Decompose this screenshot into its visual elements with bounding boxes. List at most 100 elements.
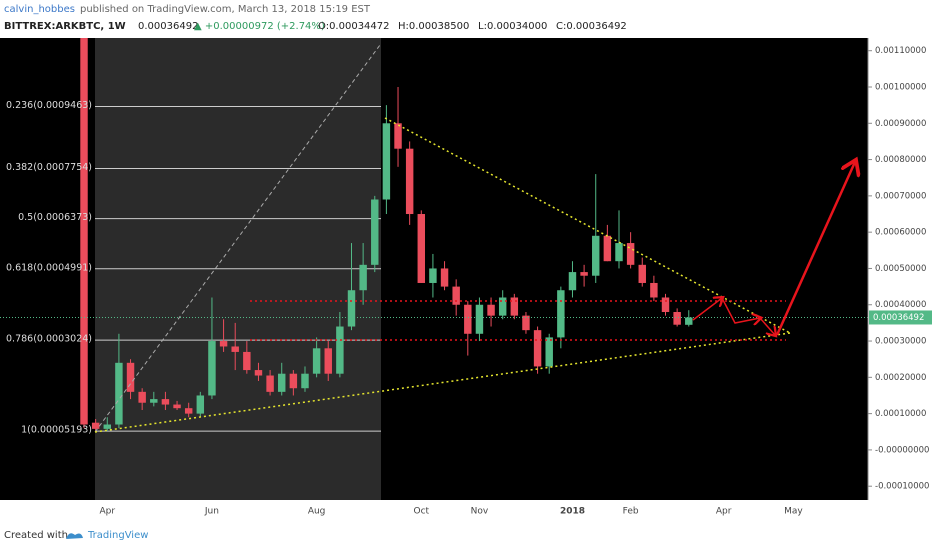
candle-body bbox=[196, 395, 205, 414]
candle-body bbox=[464, 304, 472, 334]
x-tick-label: May bbox=[784, 507, 803, 517]
fib-label: 0.382(0.0007754) bbox=[6, 162, 92, 173]
change: ▲ +0.00000972 (+2.74%) bbox=[194, 21, 325, 32]
candle-body bbox=[359, 264, 367, 291]
candle-body bbox=[301, 373, 309, 389]
y-tick-label: 0.00060000 bbox=[875, 228, 926, 238]
candle-body bbox=[219, 341, 228, 347]
candle-body bbox=[184, 408, 193, 414]
candle-body bbox=[475, 304, 484, 334]
x-tick-label: Jun bbox=[204, 507, 219, 517]
candle-body bbox=[138, 391, 146, 403]
ohlc-close: C:0.00036492 bbox=[556, 21, 627, 32]
author: calvin_hobbes bbox=[4, 4, 75, 15]
symbol: BITTREX:ARKBTC, 1W bbox=[4, 21, 126, 32]
candle-body bbox=[231, 346, 239, 352]
published: published on TradingView.com, March 13, … bbox=[80, 4, 371, 15]
candle-body bbox=[289, 373, 298, 389]
candle-body bbox=[615, 243, 623, 262]
candle-body bbox=[429, 268, 437, 283]
candle-body bbox=[592, 235, 600, 276]
candle-body bbox=[452, 286, 460, 305]
x-tick-label: Apr bbox=[99, 507, 115, 517]
candle-body bbox=[278, 373, 286, 392]
last-price-label: 0.00036492 bbox=[873, 313, 924, 323]
x-tick-label: Nov bbox=[471, 507, 489, 517]
support-line bbox=[94, 332, 791, 433]
candle-body bbox=[347, 290, 356, 327]
fib-trend bbox=[94, 44, 381, 433]
ohlc-low: L:0.00034000 bbox=[478, 21, 547, 32]
candle-body bbox=[126, 362, 135, 392]
candle-body bbox=[324, 348, 332, 374]
candle-body bbox=[498, 297, 507, 316]
arrow bbox=[775, 162, 855, 336]
footer-brand: TradingView bbox=[87, 530, 148, 541]
candle-body bbox=[336, 326, 344, 374]
fib-label: 0.786(0.0003024) bbox=[6, 334, 92, 345]
candle-body bbox=[545, 337, 553, 367]
y-tick-label: 0.00080000 bbox=[875, 155, 926, 165]
fib-label: 0.236(0.0009463) bbox=[6, 100, 92, 111]
candle-body bbox=[533, 330, 542, 367]
resistance-line bbox=[384, 117, 791, 334]
candle-body bbox=[417, 214, 426, 283]
candle-body bbox=[638, 264, 646, 283]
candle-body bbox=[568, 272, 577, 291]
y-tick-label: 0.00030000 bbox=[875, 337, 926, 347]
candle-body bbox=[312, 348, 321, 374]
arrow bbox=[721, 297, 760, 323]
candle-body bbox=[510, 297, 519, 316]
fib-label: 0.618(0.0004991) bbox=[6, 262, 92, 273]
last-price: 0.00036492 bbox=[138, 21, 198, 32]
candle-body bbox=[208, 341, 216, 396]
y-tick-label: 0.00100000 bbox=[875, 82, 926, 92]
y-tick-label: 0.00020000 bbox=[875, 373, 926, 383]
fib-label: 0.5(0.0006373) bbox=[18, 212, 92, 223]
candle-body bbox=[266, 375, 274, 392]
y-tick-label: 0.00010000 bbox=[875, 409, 926, 419]
y-tick-label: -0.00000000 bbox=[875, 445, 929, 455]
plot bbox=[0, 38, 868, 432]
x-tick-label: 2018 bbox=[560, 507, 585, 517]
footer-created: Created with bbox=[4, 530, 68, 541]
y-tick-label: 0.00110000 bbox=[875, 46, 926, 56]
logo bbox=[66, 533, 83, 539]
candle-body bbox=[103, 424, 111, 429]
candle-body bbox=[522, 315, 530, 331]
candle-body bbox=[254, 370, 263, 376]
y-tick-label: 0.00070000 bbox=[875, 191, 926, 201]
x-tick-label: Apr bbox=[716, 507, 732, 517]
y-axis-panel bbox=[868, 0, 932, 512]
candle-body bbox=[173, 404, 181, 409]
arrow bbox=[759, 317, 775, 335]
candle-body bbox=[115, 362, 123, 425]
footer: Created with TradingView bbox=[4, 530, 148, 541]
candle-body bbox=[650, 282, 658, 298]
x-tick-label: Oct bbox=[414, 507, 430, 517]
y-tick-label: 0.00040000 bbox=[875, 300, 926, 310]
drawings bbox=[94, 44, 855, 433]
candle-body bbox=[371, 199, 379, 265]
candle-body bbox=[161, 399, 170, 405]
ohlc-high: H:0.00038500 bbox=[398, 21, 469, 32]
x-tick-label: Aug bbox=[308, 507, 326, 517]
candle-body bbox=[440, 268, 449, 287]
candle-body bbox=[150, 399, 158, 403]
candle-body bbox=[382, 123, 391, 200]
candle-body bbox=[487, 304, 495, 316]
last-price-box bbox=[869, 310, 932, 325]
candle-body bbox=[80, 38, 88, 425]
arrow bbox=[692, 298, 722, 321]
candle-body bbox=[626, 243, 635, 265]
fib-label: 1(0.00005193) bbox=[21, 425, 92, 436]
candle-body bbox=[673, 312, 681, 325]
candle-body bbox=[394, 123, 402, 149]
y-axis: 0.00110000 0.00100000 0.00090000 0.00080000… bbox=[867, 0, 932, 512]
candle-body bbox=[661, 297, 670, 313]
y-tick-label: 0.00050000 bbox=[875, 264, 926, 274]
candle-body bbox=[405, 148, 414, 215]
candle-body bbox=[243, 351, 251, 371]
candle-body bbox=[685, 317, 693, 325]
